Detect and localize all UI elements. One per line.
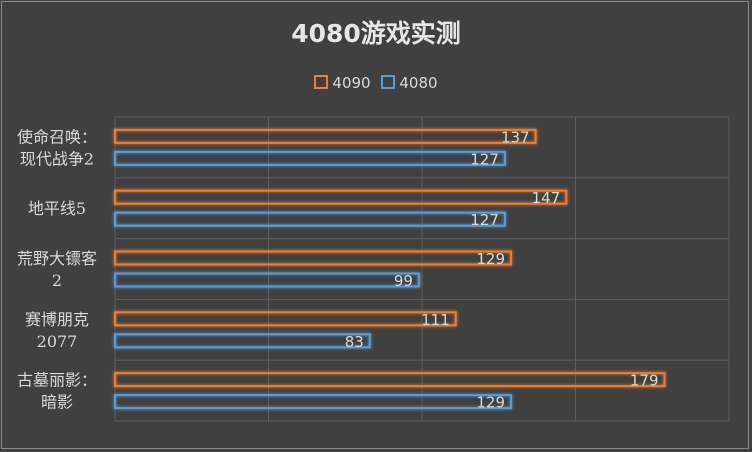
data-label-4080: 99	[394, 272, 413, 290]
legend-swatch-4080	[381, 75, 396, 89]
category-label: 使命召唤：	[17, 127, 97, 146]
data-label-4080: 83	[345, 333, 364, 351]
bar-4080	[114, 150, 506, 166]
category-label: 暗影	[41, 393, 73, 412]
data-label-4090: 111	[421, 311, 450, 329]
data-label-4090: 179	[630, 372, 659, 390]
bar-4090	[114, 128, 537, 144]
bar-4080	[114, 394, 513, 410]
chart-title: 4080游戏实测	[291, 19, 461, 48]
bar-4090	[114, 372, 666, 388]
bar-4090	[114, 311, 457, 327]
bar-4090	[114, 189, 568, 205]
bar-4090	[114, 250, 513, 266]
bar-4080	[114, 211, 506, 227]
data-label-4090: 137	[501, 128, 530, 146]
category-label: 现代战争2	[20, 149, 94, 168]
data-label-4080: 129	[476, 394, 505, 412]
category-label: 2077	[37, 332, 78, 351]
category-label: 荒野大镖客	[17, 249, 97, 268]
category-label: 2	[52, 271, 62, 290]
legend-label-4080: 4080	[399, 74, 438, 92]
legend-label-4090: 4090	[332, 74, 371, 92]
bar-4080	[114, 272, 420, 288]
category-label: 古墓丽影：	[17, 371, 97, 390]
data-label-4080: 127	[470, 211, 499, 229]
legend-swatch-4090	[314, 75, 329, 89]
legend-item-4090: 4090	[314, 74, 371, 92]
category-label: 赛博朋克	[25, 310, 89, 329]
data-label-4090: 129	[476, 250, 505, 268]
data-label-4090: 147	[532, 189, 561, 207]
data-label-4080: 127	[470, 150, 499, 168]
bar-4080	[114, 333, 371, 349]
category-label: 地平线5	[28, 199, 86, 218]
chart-legend: 4090 4080	[0, 74, 752, 92]
legend-item-4080: 4080	[381, 74, 438, 92]
